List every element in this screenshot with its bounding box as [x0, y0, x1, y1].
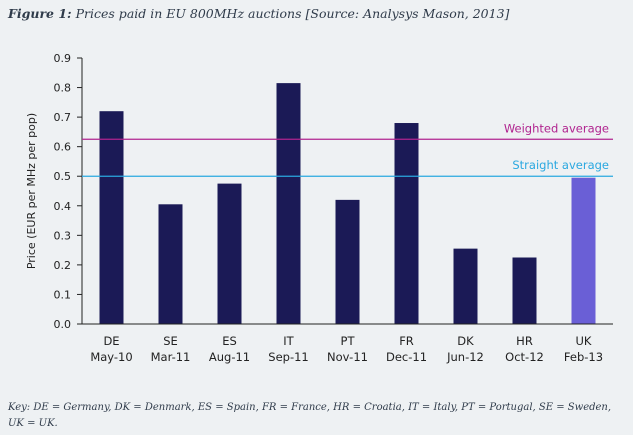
x-tick-label-date: Nov-11 [327, 350, 368, 364]
bar-chart: 0.0 0.1 0.2 0.3 0.4 0.5 0.6 0.7 0.8 0.9 Price (EUR… [25, 52, 613, 364]
bar-dk [453, 248, 478, 324]
x-tick-label-country: DK [457, 334, 474, 348]
bar-es [217, 183, 242, 324]
x-tick-label-date: Sep-11 [268, 350, 308, 364]
y-tick-label: 0.5 [54, 170, 72, 183]
bar-de [99, 111, 124, 324]
x-tick-label-country: DE [103, 334, 119, 348]
reference-label-straight-average: Straight average [512, 158, 609, 172]
x-tick-label-country: FR [399, 334, 414, 348]
x-tick-label-country: UK [576, 334, 592, 348]
y-tick-label: 0.1 [54, 288, 72, 301]
reference-label-weighted-average: Weighted average [504, 121, 609, 135]
y-tick-label: 0.7 [54, 111, 72, 124]
x-tick-label-country: SE [163, 334, 178, 348]
x-tick-label-country: PT [341, 334, 356, 348]
x-tick-label-date: Oct-12 [505, 350, 544, 364]
y-tick-label: 0.8 [54, 82, 72, 95]
y-tick-label: 0.3 [54, 229, 72, 242]
x-tick-label-country: ES [222, 334, 237, 348]
bar-se [158, 204, 183, 324]
figure-title: Figure 1: Prices paid in EU 800MHz aucti… [8, 6, 628, 21]
x-tick-label-date: May-10 [90, 350, 132, 364]
x-tick-label-date: Aug-11 [209, 350, 250, 364]
bar-fr [394, 123, 419, 325]
y-tick-label: 0.2 [54, 259, 72, 272]
x-tick-label-country: HR [516, 334, 533, 348]
bar-pt [335, 199, 360, 324]
x-tick-label-date: Mar-11 [151, 350, 191, 364]
x-tick-label-date: Feb-13 [564, 350, 603, 364]
bar-uk [571, 177, 596, 324]
x-tick-label-date: Dec-11 [386, 350, 427, 364]
figure-key: Key: DE = Germany, DK = Denmark, ES = Sp… [8, 402, 612, 429]
bar-it [276, 83, 301, 324]
figure-title-text: Prices paid in EU 800MHz auctions [Sourc… [75, 6, 510, 21]
figure-label: Figure 1: [8, 6, 72, 21]
y-tick-label: 0.9 [54, 52, 72, 65]
y-tick-label: 0.0 [54, 318, 72, 331]
y-tick-label: 0.6 [54, 141, 72, 154]
x-tick-label-country: IT [283, 334, 294, 348]
y-axis-title: Price (EUR per MHz per pop) [25, 113, 38, 269]
bar-hr [512, 257, 537, 324]
x-tick-label-date: Jun-12 [446, 350, 484, 364]
y-tick-label: 0.4 [54, 200, 72, 213]
